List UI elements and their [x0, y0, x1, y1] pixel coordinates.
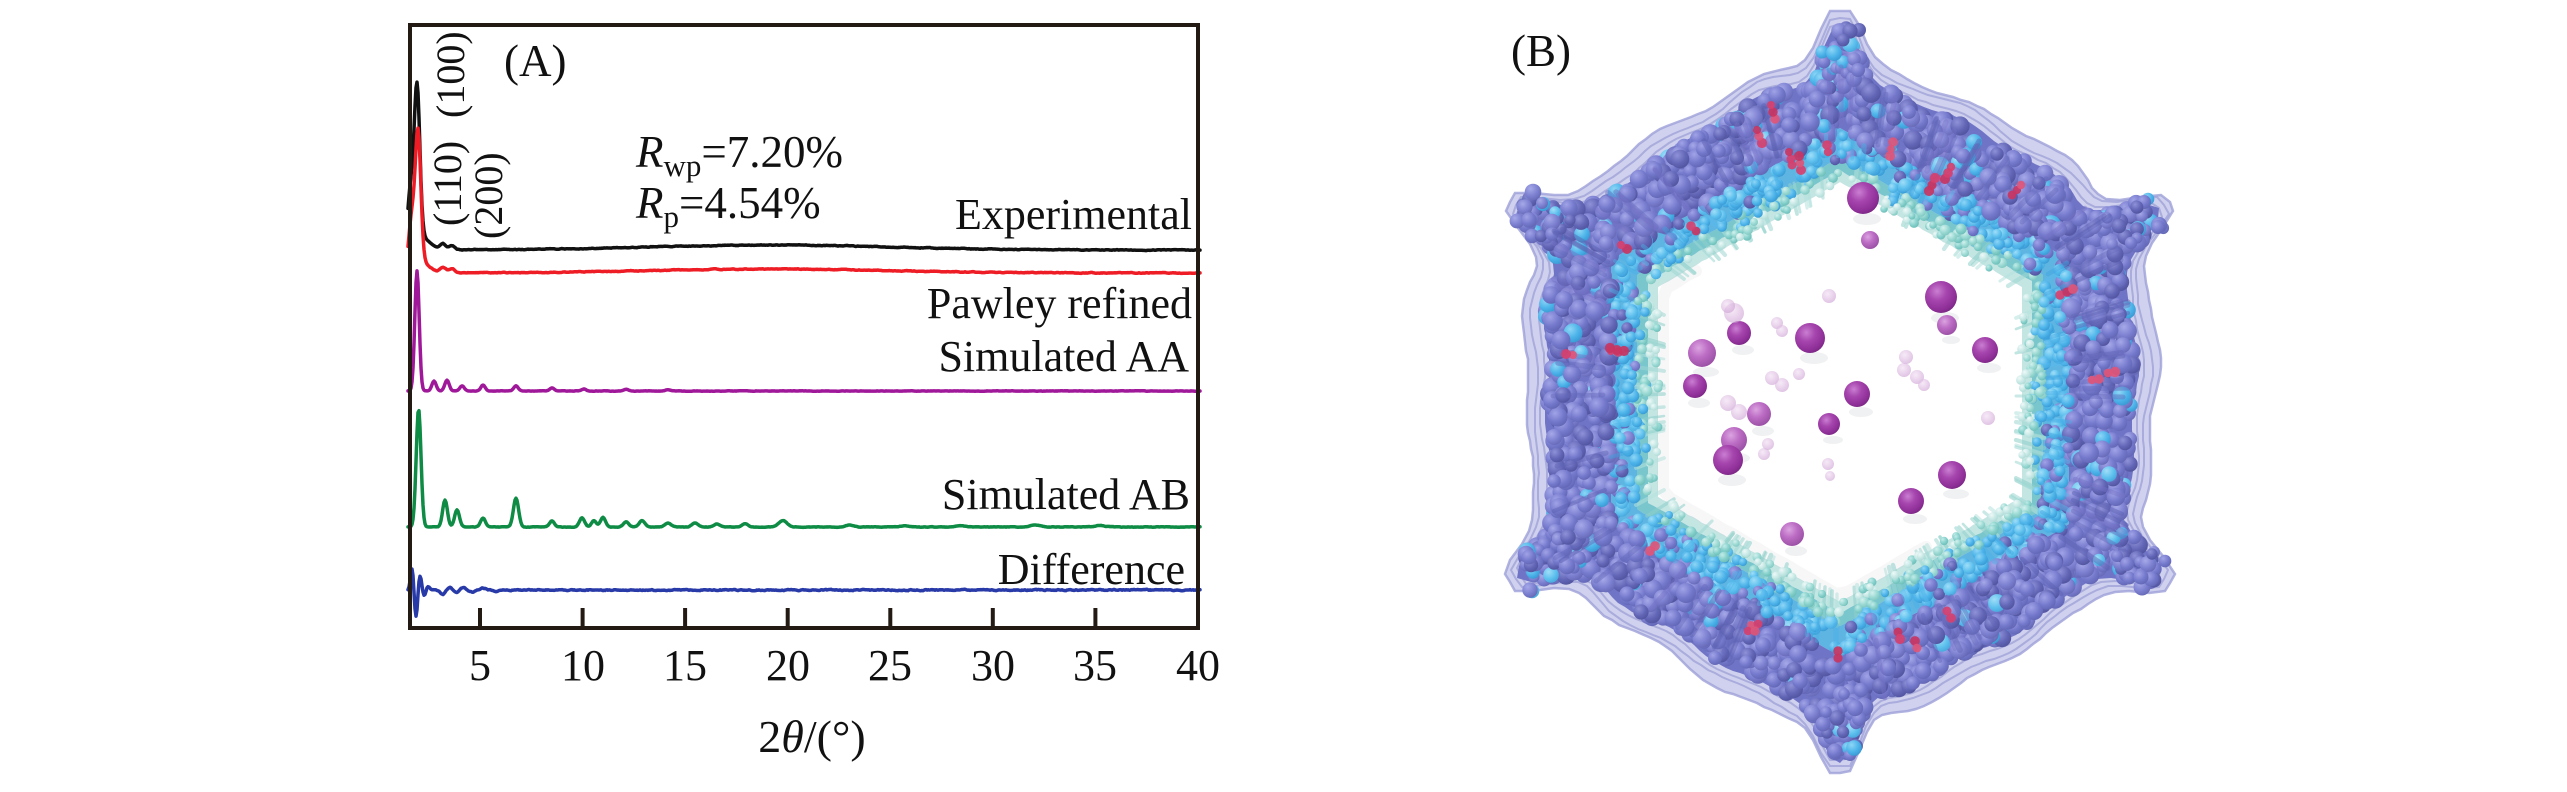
svg-text:20: 20 [766, 641, 810, 690]
svg-text:Experimental: Experimental [955, 190, 1192, 239]
svg-text:Pawley refined: Pawley refined [927, 279, 1192, 328]
svg-text:(B): (B) [1511, 26, 1571, 76]
svg-text:Rwp=7.20%: Rwp=7.20% [635, 127, 843, 183]
svg-text:35: 35 [1073, 641, 1117, 690]
svg-text:(100): (100) [428, 31, 473, 118]
svg-text:40: 40 [1176, 641, 1220, 690]
svg-text:30: 30 [971, 641, 1015, 690]
svg-text:2θ/(°): 2θ/(°) [758, 711, 865, 762]
svg-text:(110): (110) [425, 141, 470, 226]
svg-text:Simulated AA: Simulated AA [938, 332, 1189, 381]
svg-text:Simulated AB: Simulated AB [942, 470, 1190, 519]
svg-text:10: 10 [561, 641, 605, 690]
svg-text:Difference: Difference [998, 545, 1185, 594]
svg-text:(A): (A) [504, 36, 566, 86]
svg-text:25: 25 [868, 641, 912, 690]
svg-text:15: 15 [663, 641, 707, 690]
svg-text:(200): (200) [466, 152, 511, 239]
svg-text:5: 5 [469, 641, 491, 690]
svg-text:Rp=4.54%: Rp=4.54% [635, 178, 821, 234]
